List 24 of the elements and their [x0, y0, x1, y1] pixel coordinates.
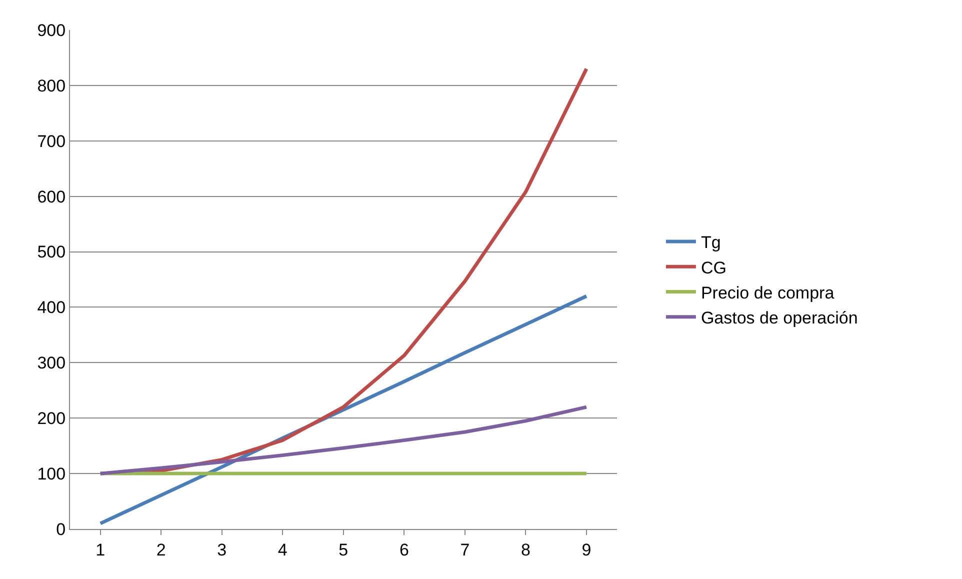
- x-tick-label: 1: [96, 540, 106, 560]
- legend-label: Precio de compra: [700, 283, 835, 302]
- x-tick-label: 3: [217, 540, 227, 560]
- line-series: [98, 405, 588, 476]
- x-tick-label: 9: [582, 540, 592, 560]
- x-tick-label: 5: [338, 540, 348, 560]
- y-tick-label: 0: [56, 520, 66, 539]
- y-tick-label: 500: [37, 242, 66, 262]
- y-tick-label: 600: [37, 187, 66, 206]
- y-tick-label: 100: [37, 464, 66, 484]
- legend-label: Gastos de operación: [700, 308, 858, 328]
- y-tick-label: 800: [37, 76, 66, 96]
- y-tick-label: 200: [37, 409, 66, 428]
- y-tick-label: 300: [37, 354, 66, 373]
- y-tick-label: 400: [37, 298, 66, 318]
- x-tick-label: 4: [278, 540, 288, 560]
- y-tick-label: 900: [37, 20, 66, 40]
- legend-label: Tg: [700, 233, 721, 252]
- legend-label: CG: [700, 258, 726, 278]
- x-tick-label: 8: [520, 540, 530, 560]
- y-tick-label: 700: [37, 132, 66, 151]
- x-tick-label: 2: [156, 540, 166, 560]
- x-tick-label: 7: [460, 540, 470, 560]
- x-tick-label: 6: [399, 540, 409, 560]
